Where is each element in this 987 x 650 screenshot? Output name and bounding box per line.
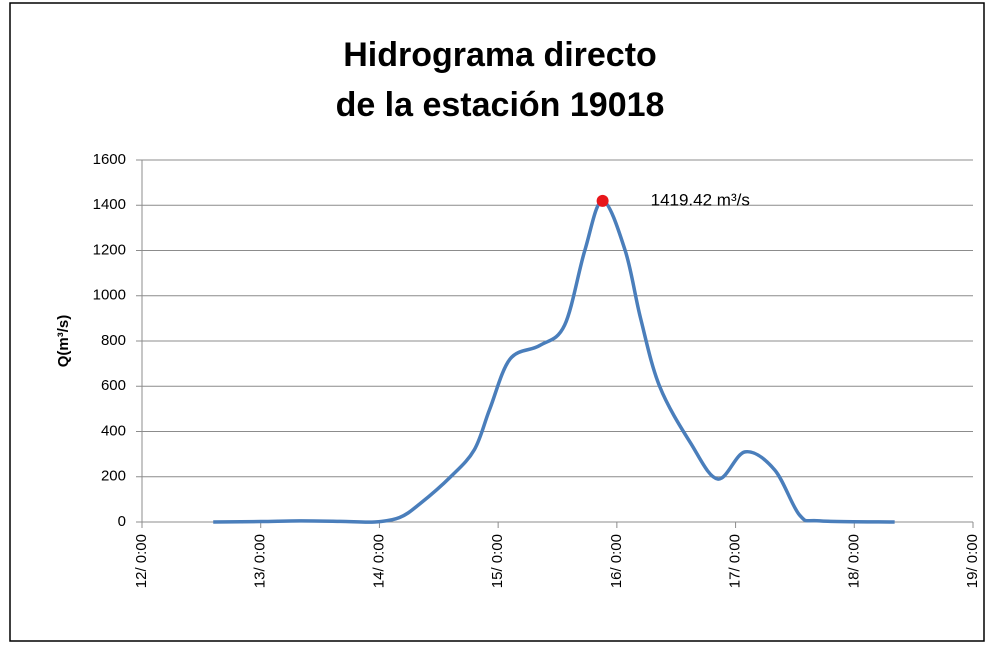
y-tick-label: 1600 <box>93 151 126 168</box>
x-tick-label: 12/ 0:00 <box>133 534 150 588</box>
y-tick-label: 200 <box>101 468 126 485</box>
y-tick-label: 0 <box>118 513 126 530</box>
y-tick-label: 1400 <box>93 196 126 213</box>
x-tick-label: 13/ 0:00 <box>252 534 269 588</box>
chart-title: Hidrograma directo <box>343 36 657 74</box>
x-tick-label: 17/ 0:00 <box>727 534 744 588</box>
x-tick-label: 16/ 0:00 <box>608 534 625 588</box>
y-tick-label: 800 <box>101 332 126 349</box>
y-axis-label: Q(m³/s) <box>55 315 72 368</box>
y-tick-label: 400 <box>101 422 126 439</box>
peak-label: 1419.42 m³/s <box>651 190 750 209</box>
x-tick-label: 18/ 0:00 <box>845 534 862 588</box>
y-tick-label: 600 <box>101 377 126 394</box>
y-tick-label: 1000 <box>93 287 126 304</box>
frame <box>9 2 985 642</box>
chart-title: de la estación 19018 <box>336 86 665 124</box>
x-tick-label: 15/ 0:00 <box>489 534 506 588</box>
line <box>213 199 895 524</box>
x-tick-label: 14/ 0:00 <box>370 534 387 588</box>
peak-marker <box>596 194 609 207</box>
x-tick-label: 19/ 0:00 <box>964 534 981 588</box>
y-tick-label: 1200 <box>93 241 126 258</box>
